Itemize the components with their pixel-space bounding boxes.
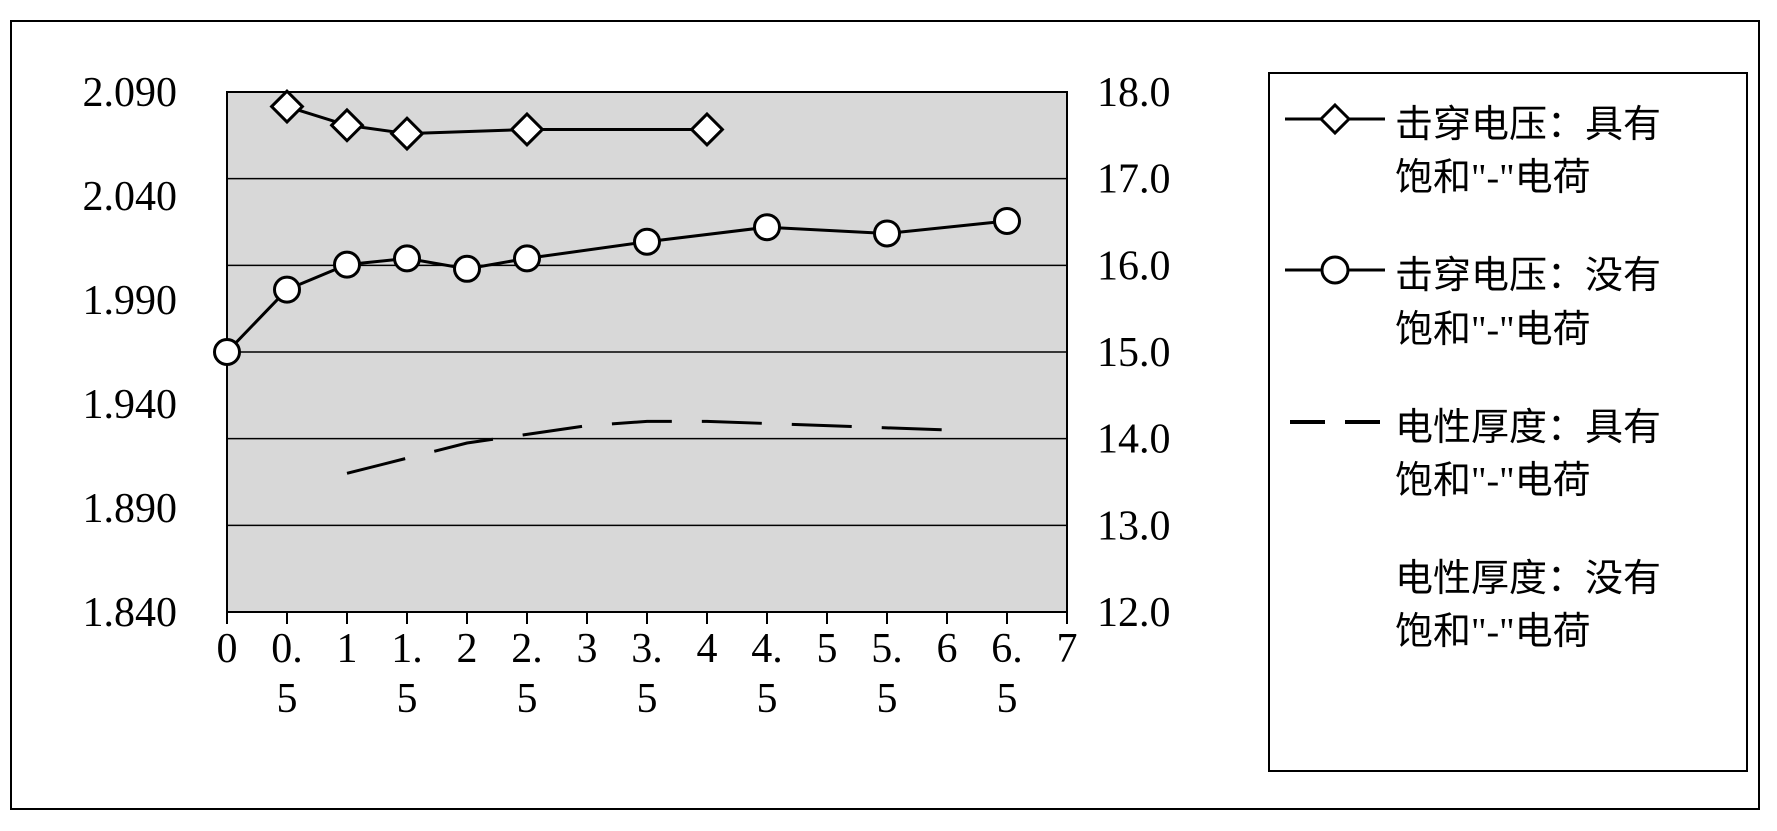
svg-text:18.0: 18.0 <box>1097 70 1171 116</box>
svg-text:5: 5 <box>877 676 898 722</box>
svg-text:3.: 3. <box>631 626 663 672</box>
svg-text:15.0: 15.0 <box>1097 330 1171 376</box>
legend-item-thickness-with: 电性厚度：具有 饱和"-"电荷 <box>1285 402 1731 508</box>
svg-text:3: 3 <box>577 626 598 672</box>
legend-text: 击穿电压：没有 饱和"-"电荷 <box>1385 250 1661 356</box>
legend-swatch-none <box>1285 553 1385 593</box>
svg-text:5: 5 <box>997 676 1018 722</box>
svg-text:5: 5 <box>277 676 298 722</box>
svg-text:5: 5 <box>817 626 838 672</box>
chart-svg: 00.511.522.533.544.555.566.571.8401.8901… <box>12 22 1237 812</box>
legend-text: 击穿电压：具有 饱和"-"电荷 <box>1385 99 1661 205</box>
svg-text:5: 5 <box>397 676 418 722</box>
legend-swatch-dash <box>1285 402 1385 442</box>
svg-text:12.0: 12.0 <box>1097 590 1171 636</box>
svg-text:14.0: 14.0 <box>1097 417 1171 463</box>
svg-text:6: 6 <box>937 626 958 672</box>
svg-text:13.0: 13.0 <box>1097 503 1171 549</box>
outer-frame: 00.511.522.533.544.555.566.571.8401.8901… <box>10 20 1760 810</box>
legend-line1: 击穿电压：没有 <box>1395 255 1661 297</box>
svg-text:0.: 0. <box>271 626 303 672</box>
legend-swatch-circle <box>1285 250 1385 290</box>
svg-text:2.090: 2.090 <box>83 70 178 116</box>
svg-text:2.: 2. <box>511 626 543 672</box>
svg-text:16.0: 16.0 <box>1097 243 1171 289</box>
legend-item-breakdown-with: 击穿电压：具有 饱和"-"电荷 <box>1285 99 1731 205</box>
legend-line1: 击穿电压：具有 <box>1395 104 1661 146</box>
svg-text:5: 5 <box>517 676 538 722</box>
svg-text:0: 0 <box>217 626 238 672</box>
chart-area: 00.511.522.533.544.555.566.571.8401.8901… <box>12 22 1237 812</box>
svg-text:5.: 5. <box>871 626 903 672</box>
legend-line2: 饱和"-"电荷 <box>1395 157 1591 199</box>
legend-text: 电性厚度：具有 饱和"-"电荷 <box>1385 402 1661 508</box>
svg-text:1.890: 1.890 <box>83 486 178 532</box>
svg-text:17.0: 17.0 <box>1097 157 1171 203</box>
svg-text:4.: 4. <box>751 626 783 672</box>
svg-text:2: 2 <box>457 626 478 672</box>
legend-item-breakdown-without: 击穿电压：没有 饱和"-"电荷 <box>1285 250 1731 356</box>
legend-swatch-diamond <box>1285 99 1385 139</box>
svg-text:1.: 1. <box>391 626 423 672</box>
svg-text:2.040: 2.040 <box>83 174 178 220</box>
svg-text:1.940: 1.940 <box>83 382 178 428</box>
legend-line1: 电性厚度：没有 <box>1395 558 1661 600</box>
legend-text: 电性厚度：没有 饱和"-"电荷 <box>1385 553 1661 659</box>
svg-text:4: 4 <box>697 626 718 672</box>
svg-text:5: 5 <box>637 676 658 722</box>
legend-line2: 饱和"-"电荷 <box>1395 460 1591 502</box>
legend-box: 击穿电压：具有 饱和"-"电荷 击穿电压：没有 饱和"-"电荷 <box>1268 72 1748 772</box>
svg-text:6.: 6. <box>991 626 1023 672</box>
svg-text:1.990: 1.990 <box>83 278 178 324</box>
svg-text:1.840: 1.840 <box>83 590 178 636</box>
legend-line2: 饱和"-"电荷 <box>1395 611 1591 653</box>
legend-line1: 电性厚度：具有 <box>1395 407 1661 449</box>
svg-text:7: 7 <box>1057 626 1078 672</box>
svg-text:5: 5 <box>757 676 778 722</box>
legend-item-thickness-without: 电性厚度：没有 饱和"-"电荷 <box>1285 553 1731 659</box>
legend-line2: 饱和"-"电荷 <box>1395 309 1591 351</box>
svg-text:1: 1 <box>337 626 358 672</box>
